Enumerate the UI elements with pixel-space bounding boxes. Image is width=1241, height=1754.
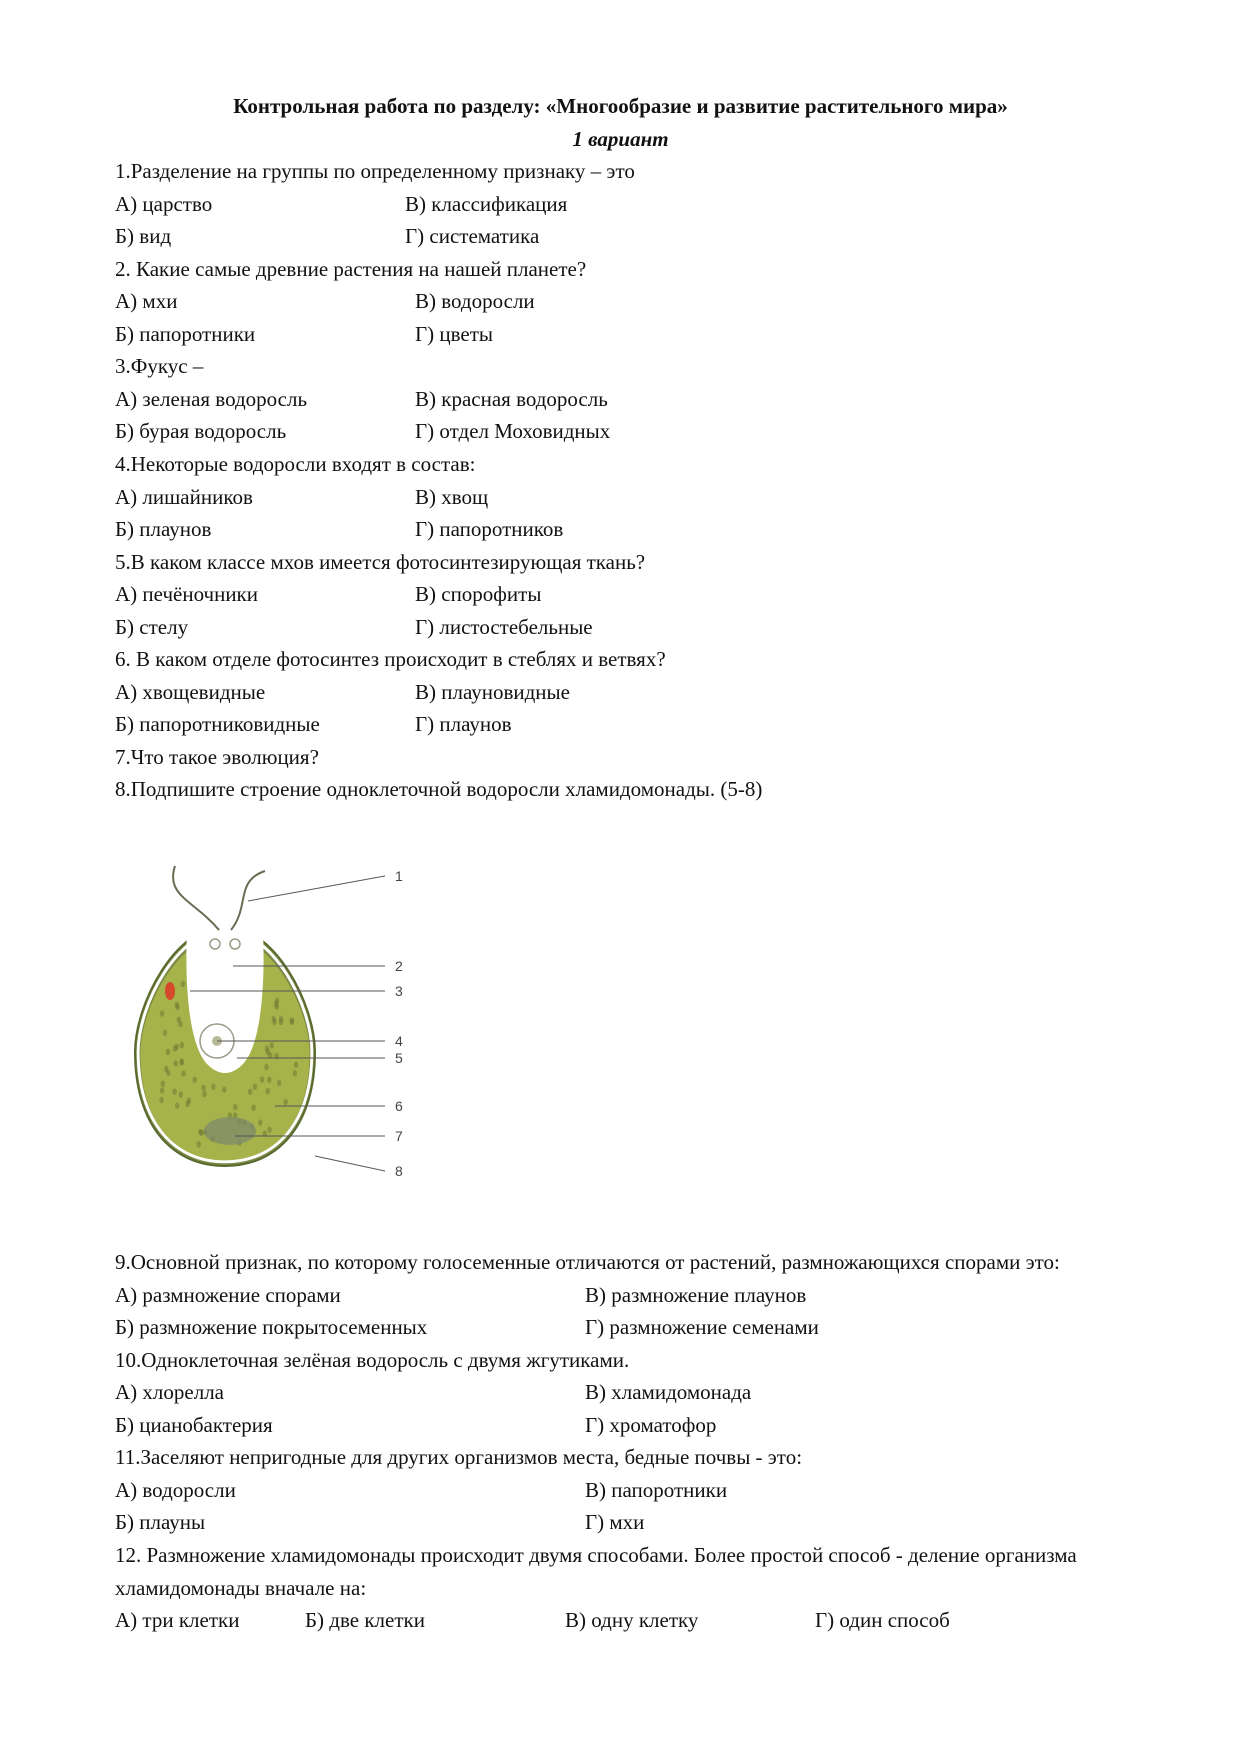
question-8: 8.Подпишите строение одноклеточной водор…: [115, 773, 1126, 806]
b-question-11-text: 11.Заселяют непригодные для других орган…: [115, 1441, 1126, 1474]
b-question-11-options: А) водорослиБ) плауныВ) папоротникиГ) мх…: [115, 1474, 1126, 1539]
diagram-label-1: 1: [395, 868, 403, 884]
b-question-9-options: А) размножение спорамиБ) размножение пок…: [115, 1279, 1126, 1344]
a-q5-option-a: А) печёночники: [115, 578, 415, 611]
a-question-2-text: 2. Какие самые древние растения на нашей…: [115, 253, 1126, 286]
a-q4-option-g: Г) папоротников: [415, 513, 563, 546]
a-question-1-text: 1.Разделение на группы по определенному …: [115, 155, 1126, 188]
b-q11-option-b: Б) плауны: [115, 1506, 585, 1539]
chlamydomonas-diagram: 1 2 3 45 6 7 8: [115, 846, 455, 1206]
a-q6-option-g: Г) плаунов: [415, 708, 570, 741]
b-question-10-text: 10.Одноклеточная зелёная водоросль с дву…: [115, 1344, 1126, 1377]
a-q6-option-a: А) хвощевидные: [115, 676, 415, 709]
a-q2-option-g: Г) цветы: [415, 318, 535, 351]
b-q9-option-g: Г) размножение семенами: [585, 1311, 819, 1344]
b-question-10-options: А) хлореллаБ) цианобактерияВ) хламидомон…: [115, 1376, 1126, 1441]
a-q4-option-b: Б) плаунов: [115, 513, 415, 546]
page-title: Контрольная работа по разделу: «Многообр…: [115, 90, 1126, 123]
a-q4-option-v: В) хвощ: [415, 481, 563, 514]
questions-section-a: 1.Разделение на группы по определенному …: [115, 155, 1126, 741]
a-question-3: 3.Фукус –А) зеленая водоросльБ) бурая во…: [115, 350, 1126, 448]
a-q3-option-g: Г) отдел Моховидных: [415, 415, 610, 448]
b-question-11: 11.Заселяют непригодные для других орган…: [115, 1441, 1126, 1539]
b-q10-option-v: В) хламидомонада: [585, 1376, 751, 1409]
b-q10-option-g: Г) хроматофор: [585, 1409, 751, 1442]
b-q9-option-v: В) размножение плаунов: [585, 1279, 819, 1312]
page-variant: 1 вариант: [115, 123, 1126, 156]
a-question-3-text: 3.Фукус –: [115, 350, 1126, 383]
diagram-label-6: 6: [395, 1098, 403, 1114]
q12-option-v: В) одну клетку: [565, 1604, 815, 1637]
a-question-5-text: 5.В каком классе мхов имеется фотосинтез…: [115, 546, 1126, 579]
b-question-9: 9.Основной признак, по которому голосеме…: [115, 1246, 1126, 1344]
a-q2-option-v: В) водоросли: [415, 285, 535, 318]
a-q1-option-v: В) классификация: [405, 188, 567, 221]
a-q1-option-a: А) царство: [115, 188, 405, 221]
a-q1-option-g: Г) систематика: [405, 220, 567, 253]
a-question-6: 6. В каком отделе фотосинтез происходит …: [115, 643, 1126, 741]
a-q3-option-b: Б) бурая водоросль: [115, 415, 415, 448]
a-q5-option-v: В) спорофиты: [415, 578, 593, 611]
a-q4-option-a: А) лишайников: [115, 481, 415, 514]
questions-section-b: 9.Основной признак, по которому голосеме…: [115, 1246, 1126, 1539]
question-12-text: 12. Размножение хламидомонады происходит…: [115, 1539, 1126, 1604]
diagram-label-8: 8: [395, 1163, 403, 1179]
b-q9-option-b: Б) размножение покрытосеменных: [115, 1311, 585, 1344]
diagram-label-4: 4: [395, 1033, 403, 1049]
a-q3-option-a: А) зеленая водоросль: [115, 383, 415, 416]
a-question-2-options: А) мхиБ) папоротникиВ) водорослиГ) цветы: [115, 285, 1126, 350]
diagram-label-3: 3: [395, 983, 403, 999]
b-q10-option-a: А) хлорелла: [115, 1376, 585, 1409]
a-question-5-options: А) печёночникиБ) стелуВ) спорофитыГ) лис…: [115, 578, 1126, 643]
question-12-options: А) три клетки Б) две клетки В) одну клет…: [115, 1604, 1126, 1637]
a-q5-option-b: Б) стелу: [115, 611, 415, 644]
a-question-4-text: 4.Некоторые водоросли входят в состав:: [115, 448, 1126, 481]
q12-option-a: А) три клетки: [115, 1604, 305, 1637]
a-question-5: 5.В каком классе мхов имеется фотосинтез…: [115, 546, 1126, 644]
question-12: 12. Размножение хламидомонады происходит…: [115, 1539, 1126, 1637]
b-q11-option-a: А) водоросли: [115, 1474, 585, 1507]
b-q9-option-a: А) размножение спорами: [115, 1279, 585, 1312]
a-q1-option-b: Б) вид: [115, 220, 405, 253]
worksheet-page: Контрольная работа по разделу: «Многообр…: [0, 0, 1241, 1754]
b-question-9-text: 9.Основной признак, по которому голосеме…: [115, 1246, 1126, 1279]
q12-option-g: Г) один способ: [815, 1604, 950, 1637]
b-q11-option-g: Г) мхи: [585, 1506, 727, 1539]
a-q6-option-b: Б) папоротниковидные: [115, 708, 415, 741]
a-question-4-options: А) лишайниковБ) плауновВ) хвощГ) папорот…: [115, 481, 1126, 546]
diagram-label-7: 7: [395, 1128, 403, 1144]
question-7: 7.Что такое эволюция?: [115, 741, 1126, 774]
a-question-6-options: А) хвощевидныеБ) папоротниковидныеВ) пла…: [115, 676, 1126, 741]
a-question-4: 4.Некоторые водоросли входят в состав:А)…: [115, 448, 1126, 546]
diagram-label-2: 2: [395, 958, 403, 974]
q12-option-b: Б) две клетки: [305, 1604, 565, 1637]
diagram-label-5: 5: [395, 1050, 403, 1066]
a-q3-option-v: В) красная водоросль: [415, 383, 610, 416]
chlamydomonas-svg: 1 2 3 45 6 7 8: [115, 846, 455, 1206]
a-question-6-text: 6. В каком отделе фотосинтез происходит …: [115, 643, 1126, 676]
a-question-2: 2. Какие самые древние растения на нашей…: [115, 253, 1126, 351]
a-question-1: 1.Разделение на группы по определенному …: [115, 155, 1126, 253]
a-q5-option-g: Г) листостебельные: [415, 611, 593, 644]
b-question-10: 10.Одноклеточная зелёная водоросль с дву…: [115, 1344, 1126, 1442]
a-q6-option-v: В) плауновидные: [415, 676, 570, 709]
a-q2-option-a: А) мхи: [115, 285, 415, 318]
a-question-3-options: А) зеленая водоросльБ) бурая водоросльВ)…: [115, 383, 1126, 448]
b-q10-option-b: Б) цианобактерия: [115, 1409, 585, 1442]
b-q11-option-v: В) папоротники: [585, 1474, 727, 1507]
a-question-1-options: А) царствоБ) видВ) классификацияГ) систе…: [115, 188, 1126, 253]
a-q2-option-b: Б) папоротники: [115, 318, 415, 351]
